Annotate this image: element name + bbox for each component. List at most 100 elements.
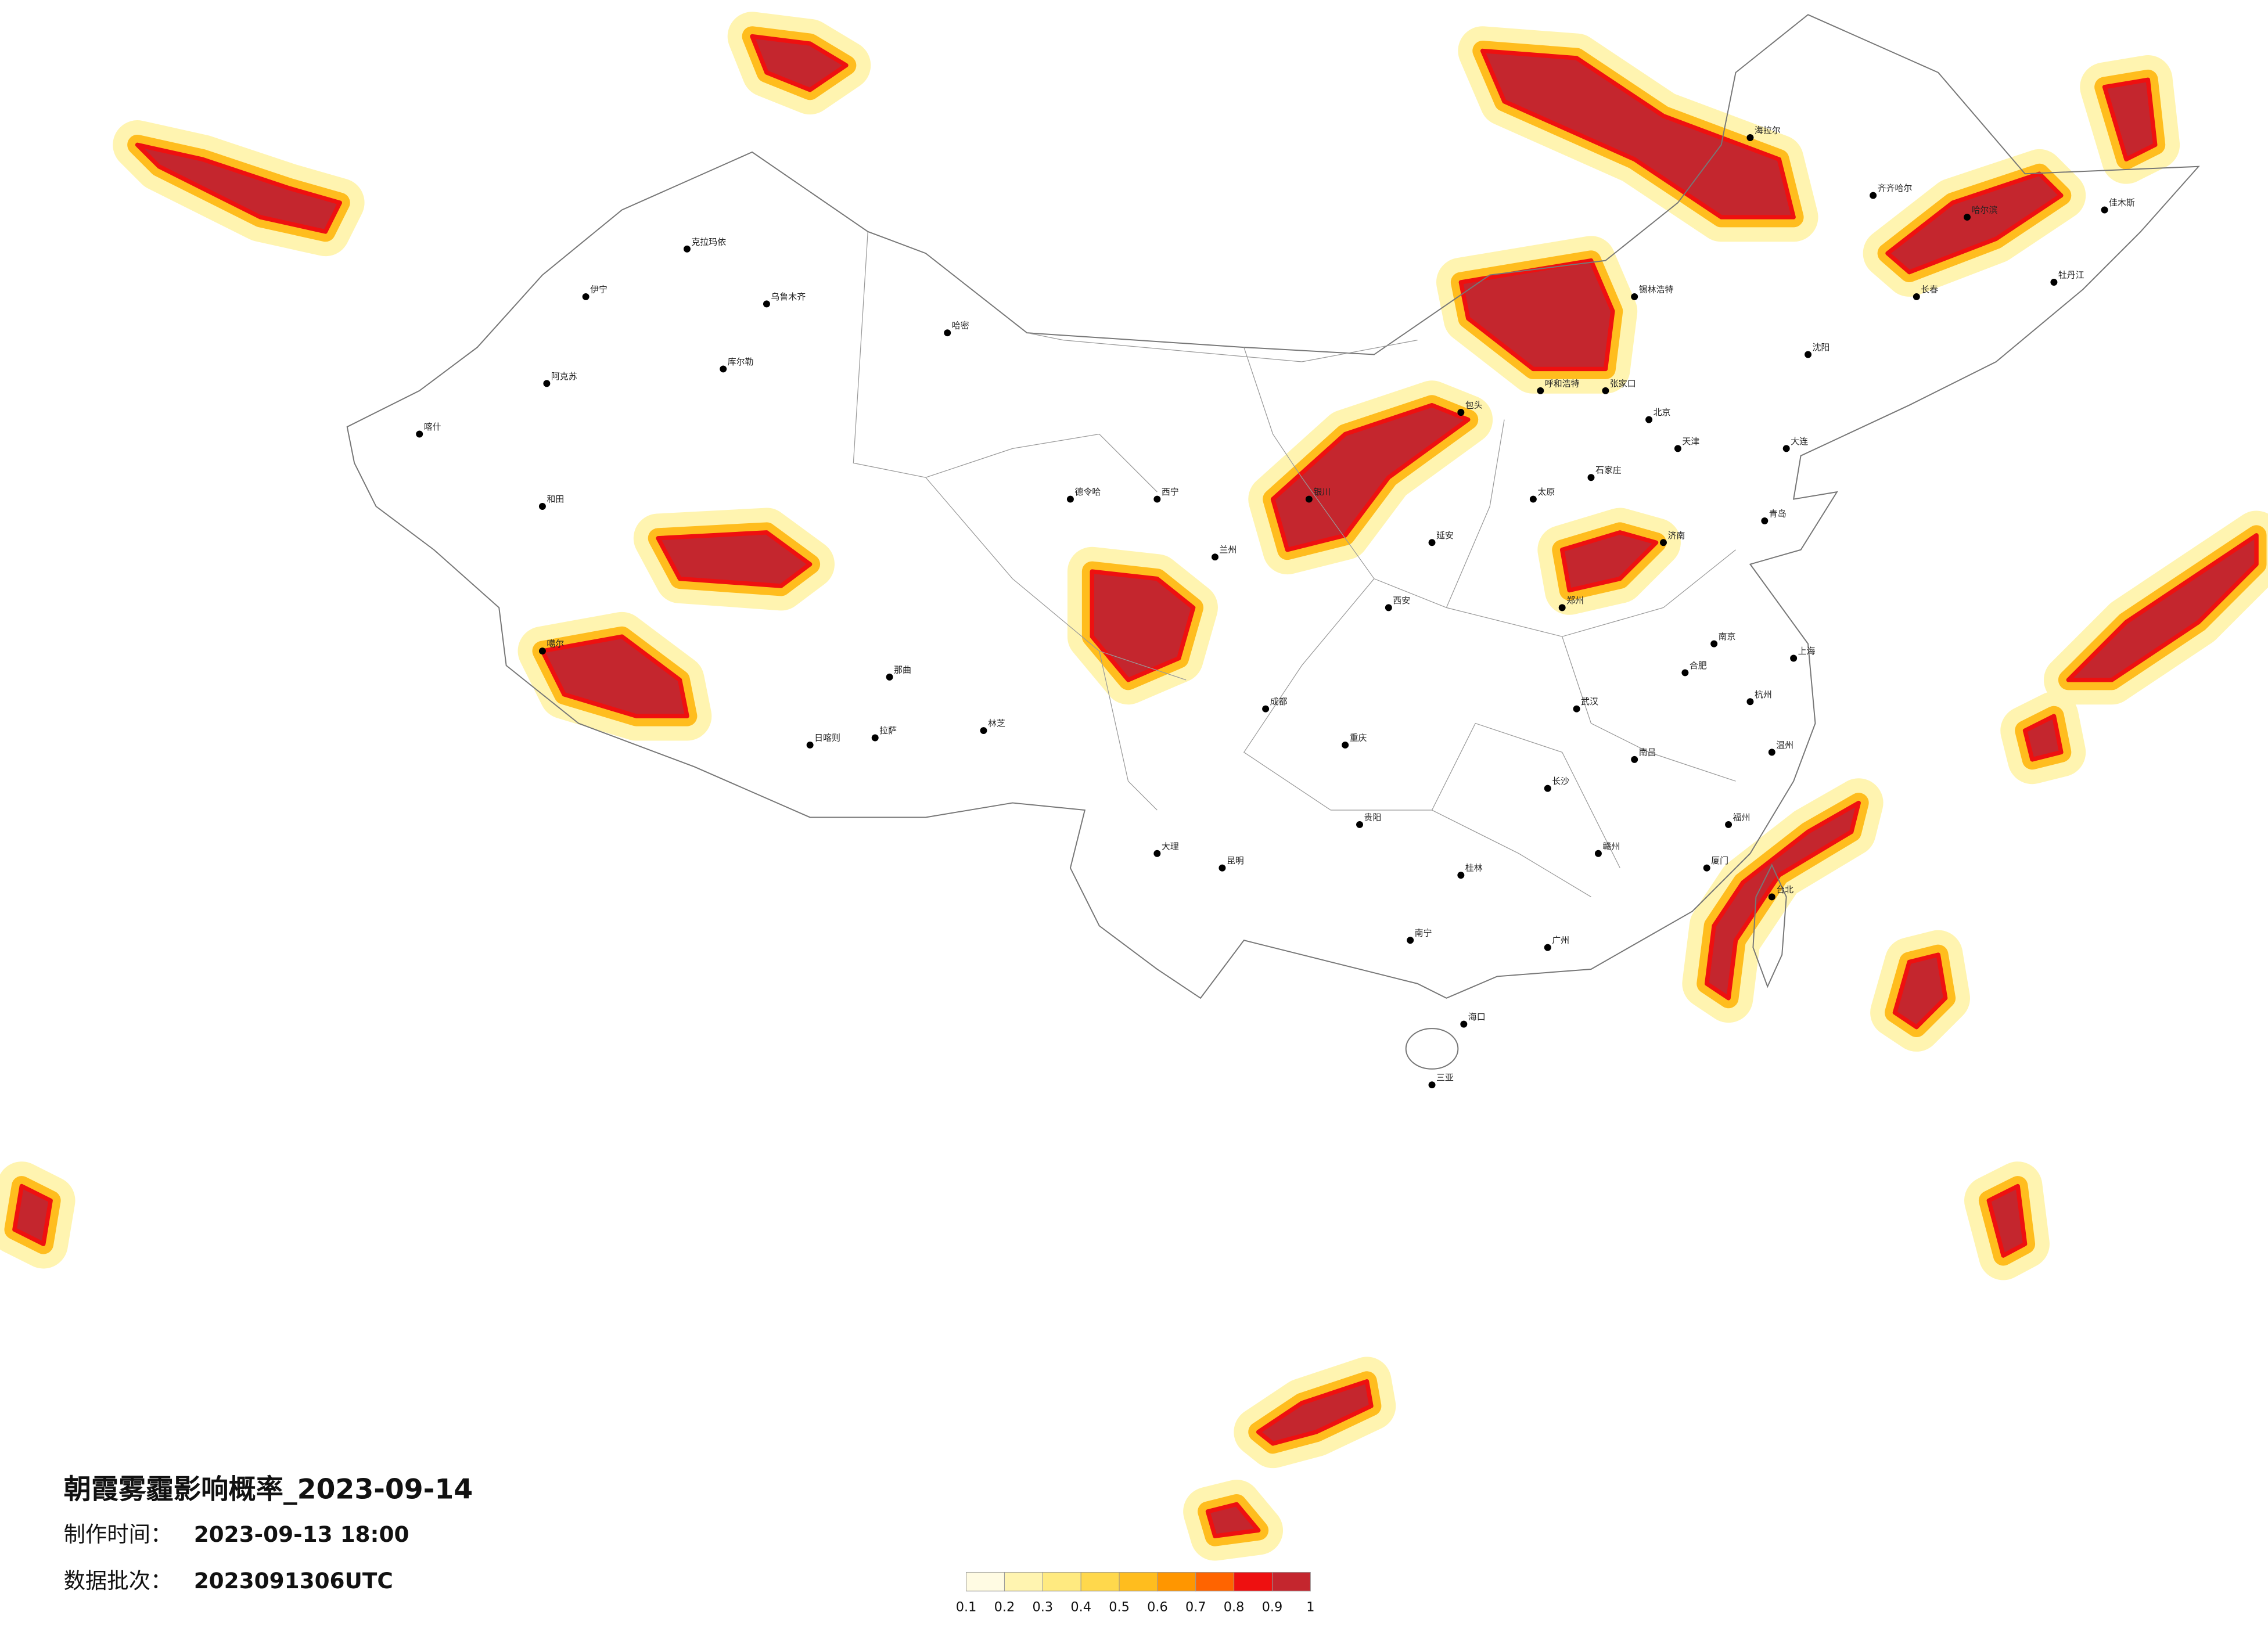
city-dot — [1761, 517, 1769, 524]
city-dot — [1573, 705, 1580, 713]
city-dot — [1645, 416, 1653, 423]
city-label: 贵阳 — [1364, 812, 1381, 822]
city-label: 厦门 — [1711, 855, 1728, 866]
city-dot — [1594, 850, 1602, 857]
colorbar: 0.1 0.2 0.3 0.4 0.5 0.6 0.7 0.8 0.9 1 — [956, 1571, 1314, 1615]
city-label: 拉萨 — [879, 725, 897, 736]
city-dot — [1674, 445, 1681, 452]
city-dot — [980, 727, 987, 735]
city-label: 海口 — [1468, 1012, 1486, 1022]
haze-core — [1205, 1502, 1261, 1538]
city-dot — [582, 293, 590, 300]
city-dot — [1356, 821, 1363, 828]
city-label: 喀什 — [424, 422, 441, 432]
city-dot — [543, 380, 551, 387]
city-dot — [1428, 1081, 1436, 1089]
city-label: 天津 — [1682, 436, 1699, 447]
haze-core — [1480, 48, 1796, 220]
haze-core — [135, 142, 342, 234]
haze-layer — [0, 12, 2268, 1561]
city-label: 哈密 — [952, 321, 969, 331]
city-label: 成都 — [1270, 696, 1288, 707]
colorbar-cell — [1042, 1571, 1081, 1592]
city-label: 上海 — [1798, 646, 1816, 656]
city-dot — [1544, 944, 1551, 951]
city-label: 长沙 — [1552, 776, 1569, 786]
city-dot — [1211, 553, 1219, 561]
haze-core — [1892, 952, 1948, 1030]
city-label: 西宁 — [1162, 487, 1179, 497]
city-label: 海拉尔 — [1755, 125, 1781, 135]
haze-core — [1256, 1379, 1374, 1446]
city-label: 广州 — [1552, 935, 1569, 945]
city-label: 合肥 — [1690, 660, 1707, 671]
haze-core — [656, 530, 813, 588]
colorbar-tick-label: 0.8 — [1224, 1600, 1245, 1615]
city-label: 西安 — [1393, 595, 1410, 606]
city-dot — [886, 673, 893, 681]
city-dot — [1782, 445, 1790, 452]
city-dot — [1681, 669, 1689, 677]
city-label: 赣州 — [1602, 841, 1620, 851]
colorbar-cell — [1119, 1571, 1158, 1592]
city-label: 呼和浩特 — [1545, 378, 1580, 388]
city-dot — [1913, 293, 1920, 300]
city-dot — [1587, 474, 1595, 481]
colorbar-tick-label: 0.9 — [1262, 1600, 1283, 1615]
city-dot — [1457, 409, 1465, 416]
colorbar-cell — [966, 1571, 1005, 1592]
city-dot — [1460, 1020, 1468, 1028]
haze-core — [1885, 171, 2064, 275]
city-dot — [1631, 293, 1638, 300]
haze-core — [12, 1183, 53, 1246]
city-dot — [1710, 640, 1718, 647]
city-dot — [806, 741, 814, 749]
city-label: 银川 — [1313, 487, 1331, 497]
city-dot — [1805, 351, 1812, 358]
city-label: 昆明 — [1227, 855, 1244, 866]
colorbar-tick-label: 0.4 — [1070, 1600, 1091, 1615]
city-label: 佳木斯 — [2109, 197, 2135, 208]
city-label: 张家口 — [1610, 378, 1636, 388]
city-label: 兰州 — [1219, 545, 1237, 555]
city-dot — [1066, 495, 1074, 503]
city-dot — [1790, 654, 1798, 662]
colorbar-tick-label: 0.5 — [1109, 1600, 1130, 1615]
city-label: 噶尔 — [547, 639, 564, 649]
city-dot — [1746, 134, 1754, 141]
colorbar-cell — [1004, 1571, 1043, 1592]
city-label: 台北 — [1776, 884, 1793, 895]
city-label: 武汉 — [1581, 696, 1598, 707]
city-dot — [538, 647, 546, 655]
city-label: 林芝 — [988, 718, 1005, 729]
city-dot — [1703, 864, 1710, 872]
city-dot — [1342, 741, 1349, 749]
hainan — [1405, 1028, 1459, 1070]
city-label: 石家庄 — [1595, 465, 1622, 476]
info-value: 2023091306UTC — [194, 1568, 393, 1593]
city-dot — [1746, 698, 1754, 706]
city-dot — [1529, 495, 1537, 503]
city-dot — [683, 245, 691, 253]
city-label: 和田 — [547, 494, 564, 505]
city-dot — [1768, 749, 1775, 756]
city-dot — [1660, 539, 1667, 546]
haze-core — [1986, 1183, 2028, 1258]
city-label: 大连 — [1791, 436, 1808, 447]
city-dot — [1544, 785, 1551, 792]
map-title: 朝霞雾霾影响概率_2023-09-14 — [64, 1473, 473, 1505]
city-dot — [538, 503, 546, 510]
city-label: 郑州 — [1566, 595, 1584, 606]
city-dot — [1537, 387, 1544, 394]
city-label: 锡林浩特 — [1639, 284, 1674, 294]
haze-core — [1090, 569, 1196, 682]
city-dot — [1153, 850, 1161, 857]
haze-core — [2102, 77, 2158, 162]
city-dot — [1407, 937, 1414, 944]
taiwan — [1752, 864, 1787, 988]
haze-core — [1559, 530, 1659, 593]
city-label: 日喀则 — [814, 732, 840, 743]
city-dot — [1558, 604, 1566, 611]
city-dot — [871, 734, 879, 742]
